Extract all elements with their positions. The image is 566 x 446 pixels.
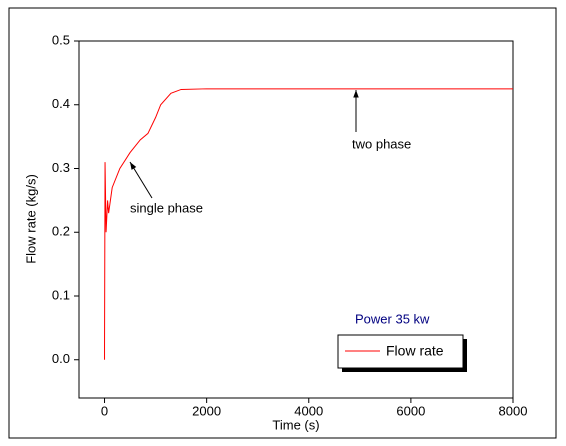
x-axis-label: Time (s) (272, 417, 319, 432)
outer-border (8, 7, 557, 439)
x-tick-label: 2000 (192, 403, 221, 418)
arrow-head (130, 162, 137, 170)
annotation: single phase (130, 200, 203, 215)
y-tick-label: 0.1 (52, 287, 70, 302)
y-tick-label: 0.0 (52, 351, 70, 366)
legend-label: Flow rate (386, 343, 444, 359)
y-axis-label: Flow rate (kg/s) (23, 174, 38, 264)
y-tick-label: 0.2 (52, 224, 70, 239)
y-tick-label: 0.4 (52, 96, 70, 111)
x-tick-label: 0 (101, 403, 108, 418)
arrow-head (353, 90, 359, 98)
x-tick-label: 4000 (294, 403, 323, 418)
x-tick-label: 8000 (499, 403, 528, 418)
y-tick-label: 0.3 (52, 160, 70, 175)
data-line (104, 88, 513, 360)
annotation: Power 35 kw (355, 311, 430, 326)
x-tick-label: 6000 (396, 403, 425, 418)
annotation: two phase (352, 136, 411, 151)
y-tick-label: 0.5 (52, 32, 70, 47)
plot-frame (78, 40, 514, 399)
